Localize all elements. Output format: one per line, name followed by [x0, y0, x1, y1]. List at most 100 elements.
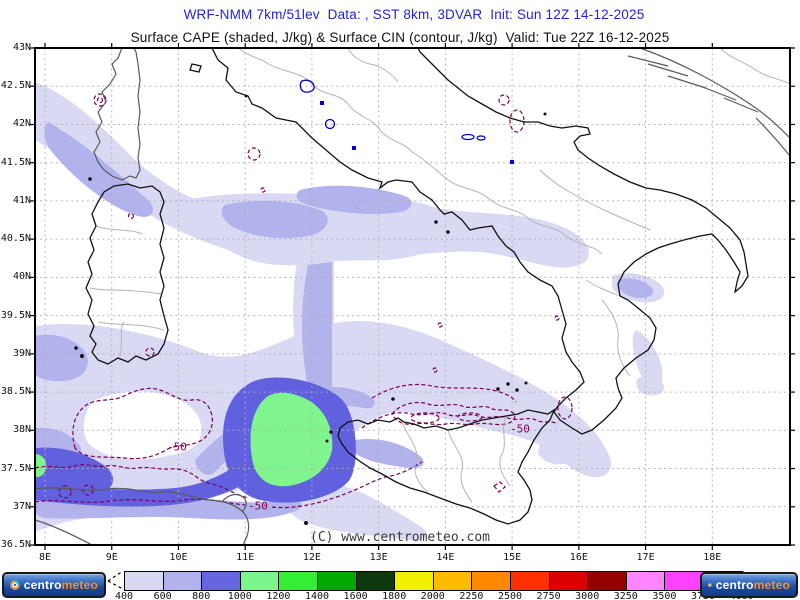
cape-green-left-spot — [35, 454, 47, 478]
cin-inner-loop-1 — [410, 412, 440, 424]
cape-med-se-patch — [351, 438, 424, 469]
cape-med-coastal-core — [296, 185, 412, 215]
lat-label: 38N — [12, 424, 31, 436]
colorbar-cell — [279, 572, 318, 590]
tremiti-island — [543, 112, 547, 116]
colorbar-value-label: 1800 — [382, 591, 407, 600]
cape-light-ne-sicily-patch — [538, 438, 579, 465]
cin-sicily-loop — [391, 401, 516, 426]
centrometeo-logo-right: centrometeo — [700, 572, 798, 598]
colorbar-cell — [395, 572, 434, 590]
lat-label: 36.5N — [0, 539, 31, 550]
cin-small-loop-a — [58, 485, 72, 499]
colorbar-cell — [163, 572, 203, 590]
lat-label: 42.5N — [0, 80, 31, 92]
cin-loop-west-sicily — [72, 387, 213, 460]
cape-colorbar — [124, 571, 743, 591]
cin-tyrrhenian-ring — [247, 147, 261, 161]
region-border-sardinia-3 — [97, 321, 165, 331]
region-border-sicily-1 — [401, 421, 429, 493]
colorbar-value-label: 800 — [192, 591, 211, 600]
region-border-sardinia-1 — [95, 225, 143, 235]
lat-label: 40N — [12, 271, 31, 283]
cape-med-nw-core — [44, 122, 153, 217]
lake-lesina — [461, 133, 475, 141]
lon-label: 12E — [302, 552, 321, 563]
ustica-island — [391, 397, 395, 401]
cin-line-south-east — [271, 461, 423, 509]
sant-antioco-island — [80, 354, 84, 358]
lat-label: 43N — [12, 42, 31, 53]
cin-line-west — [34, 463, 249, 499]
africa-coastline — [34, 487, 250, 546]
lat-label: 39N — [12, 347, 31, 359]
cin-dot-2 — [432, 367, 438, 373]
colorbar-value-label: 1000 — [227, 591, 252, 600]
colorbar-value-label: 2750 — [536, 591, 561, 600]
cape-green-main-blob — [250, 392, 333, 487]
cin-corsica-ring-outer — [93, 93, 107, 107]
aeolian-island-2 — [506, 382, 510, 386]
colorbar-cell — [433, 572, 473, 590]
cin-adriatic-ring — [498, 94, 510, 106]
centrometeo-swirl-icon — [10, 580, 20, 590]
egadi-island-1 — [329, 430, 333, 434]
lat-label: 42N — [12, 118, 31, 130]
cin-tyrrhenian-dot — [260, 187, 266, 193]
cin-dot-3 — [554, 315, 560, 321]
egadi-island-2 — [325, 439, 329, 443]
san-pietro-island — [74, 346, 78, 350]
lon-label: 8E — [38, 552, 52, 563]
field-valid-title: Surface CAPE (shaded, J/kg) & Surface CI… — [130, 30, 670, 45]
region-border-sicily-2 — [447, 429, 473, 503]
cape-med-sw-sardinia — [35, 334, 88, 382]
cape-green-layer — [35, 392, 333, 487]
small-islands-layer — [74, 94, 547, 525]
corsica-coastline — [93, 47, 141, 181]
watermark-text: (C) www.centrometeo.com — [309, 530, 491, 545]
colorbar-cell — [125, 572, 164, 590]
lon-label: 11E — [236, 552, 255, 563]
cin-contour-value-label: -50 — [167, 440, 187, 454]
cin-messina-loop — [557, 396, 573, 420]
cape-med-calabria-core — [617, 278, 654, 298]
colorbar-value-label: 2250 — [459, 591, 484, 600]
lake-trasimeno — [299, 79, 315, 93]
lake-varano — [476, 135, 486, 141]
region-border-sardinia-4 — [119, 321, 125, 357]
region-border-tuscany — [237, 47, 413, 153]
lat-label: 38.5N — [0, 386, 31, 398]
region-border-marche — [347, 47, 399, 83]
lon-label: 17E — [636, 552, 655, 563]
asinara-island — [88, 177, 92, 181]
map-border-rect — [34, 47, 791, 546]
cape-light-nw-band — [35, 82, 589, 268]
lon-label: 15E — [503, 552, 522, 563]
cape-light-ionian-patch — [636, 376, 665, 396]
colorbar-cell — [202, 572, 241, 590]
colorbar-cell — [356, 572, 396, 590]
colorbar-value-label: 3000 — [575, 591, 600, 600]
cin-sardinia-dot-2 — [145, 347, 155, 357]
italy-coastline-layer — [85, 47, 749, 525]
logo-wordmark: centrometeo — [23, 578, 98, 592]
croatia-island-3 — [667, 75, 707, 89]
colorbar-value-label: 600 — [153, 591, 172, 600]
croatia-island-1 — [627, 55, 669, 67]
lon-label: 14E — [436, 552, 455, 563]
colorbar-value-label: 3250 — [613, 591, 638, 600]
colorbar-cell — [240, 572, 280, 590]
region-border-campania — [411, 151, 489, 199]
lat-label: 41.5N — [0, 156, 31, 168]
lat-label: 40.5N — [0, 233, 31, 245]
cin-mid-sicily-diamond — [493, 481, 506, 493]
colorbar-below-min-funnel — [107, 570, 124, 590]
region-border-sicily-3 — [499, 415, 511, 487]
elba-island — [189, 63, 202, 73]
ticks-layer — [30, 43, 795, 550]
lat-label: 39.5N — [0, 309, 31, 321]
cin-contour-value-label: -50 — [248, 499, 268, 513]
lake-bolsena — [324, 118, 336, 130]
cin-upper-arc — [371, 383, 517, 403]
region-border-calabria — [601, 299, 631, 377]
